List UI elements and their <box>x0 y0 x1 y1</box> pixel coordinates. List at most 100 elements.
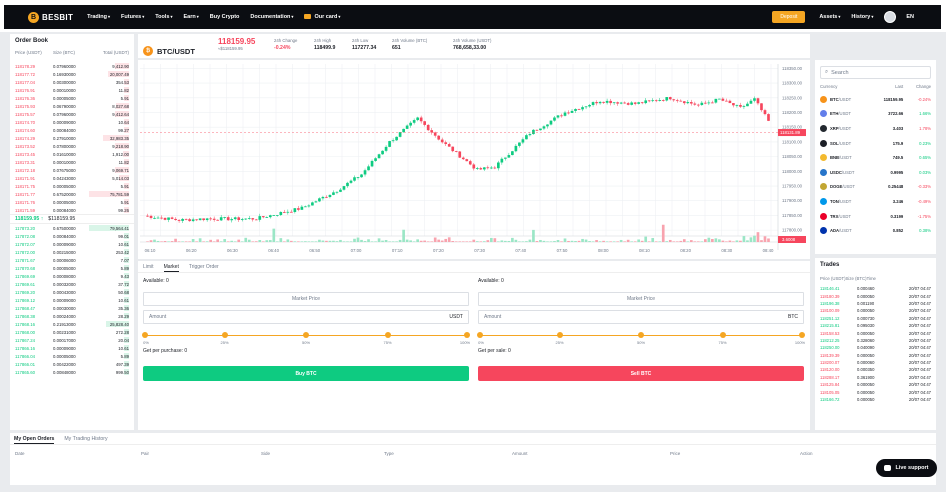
bid-row[interactable]: 117866.16 0.00009000 10.61 <box>10 344 134 352</box>
slider-stop[interactable] <box>142 332 148 338</box>
tab-market[interactable]: Market <box>163 264 179 272</box>
market-row[interactable]: ETH/USDT 3722.66 1.66% <box>815 107 936 122</box>
slider-stop[interactable] <box>799 332 805 338</box>
ask-row[interactable]: 118171.91 0.04243000 5,014.03 <box>10 174 134 182</box>
market-row[interactable]: ADA/USDT 0.852 0.38% <box>815 223 936 238</box>
slider-stop[interactable] <box>638 332 644 338</box>
bid-row[interactable]: 117873.20 0.67500000 79,564.41 <box>10 224 134 232</box>
sell-btc-button[interactable]: Sell BTC <box>478 366 804 381</box>
language-selector[interactable]: EN <box>906 14 914 20</box>
sell-percent-slider[interactable]: 0% 25% 50% 75% 100% <box>477 326 805 346</box>
candle-body <box>444 142 448 145</box>
ask-row[interactable]: 118174.70 0.00009000 10.64 <box>10 118 134 126</box>
candle-body <box>514 145 518 152</box>
market-row[interactable]: USDC/USDT 0.9995 0.03% <box>815 165 936 180</box>
price-chart[interactable]: 118350.00 118300.00 118250.00 118200.00 1181… <box>138 60 810 259</box>
candle-body <box>658 100 662 101</box>
nav-assets[interactable]: Assets▾ <box>819 14 841 20</box>
bid-row[interactable]: 117865.60 0.00848000 999.50 <box>10 368 134 376</box>
slider-stop[interactable] <box>719 332 726 338</box>
cell: 0.000050 <box>857 330 875 336</box>
buy-btc-button[interactable]: Buy BTC <box>143 366 469 381</box>
bid-row[interactable]: 117869.69 0.00008000 9.43 <box>10 272 134 280</box>
bid-row[interactable]: 117866.04 0.00005000 5.89 <box>10 352 134 360</box>
ask-row[interactable]: 118177.04 0.00300000 354.53 <box>10 78 134 86</box>
brand-logo[interactable]: B BESBIT <box>28 11 73 23</box>
nav-our-card[interactable]: Our card▾ <box>304 14 340 20</box>
ask-row[interactable]: 118171.59 0.00084000 99.26 <box>10 206 134 214</box>
ask-row[interactable]: 118174.29 0.27910000 32,983.35 <box>10 134 134 142</box>
sell-amount-input[interactable]: Amount BTC <box>478 310 804 324</box>
tab-my-open-orders[interactable]: My Open Orders <box>14 433 55 444</box>
nav-futures[interactable]: Futures▾ <box>121 14 145 20</box>
order-book-panel: Order Book Price (USDT) Size (BTC) Total… <box>10 34 134 430</box>
candle-body <box>682 101 686 104</box>
bid-row[interactable]: 117869.12 0.00009000 10.61 <box>10 296 134 304</box>
bid-row[interactable]: 117869.20 0.00043000 50.68 <box>10 288 134 296</box>
nav-trading[interactable]: Trading▾ <box>87 14 111 20</box>
bid-row[interactable]: 117868.00 0.00231000 272.28 <box>10 328 134 336</box>
market-row[interactable]: SOL/USDT 175.9 0.23% <box>815 136 936 151</box>
market-row[interactable]: BNB/USDT 749.5 0.65% <box>815 150 936 165</box>
bid-row[interactable]: 117870.68 0.00005000 5.89 <box>10 264 134 272</box>
ask-row[interactable]: 118175.93 0.06790000 8,027.68 <box>10 102 134 110</box>
ask-row[interactable]: 118173.31 0.00010000 11.82 <box>10 158 134 166</box>
tab-limit[interactable]: Limit <box>143 264 154 270</box>
ask-row[interactable]: 118171.76 0.00005000 5.91 <box>10 198 134 206</box>
ask-row[interactable]: 118175.57 0.07960000 9,412.64 <box>10 110 134 118</box>
slider-stop[interactable] <box>221 332 228 338</box>
bid-row[interactable]: 117872.00 0.00215000 253.42 <box>10 248 134 256</box>
ask-row[interactable]: 118176.36 0.00005000 5.91 <box>10 94 134 102</box>
tab-my-trading-history[interactable]: My Trading History <box>64 436 108 442</box>
slider-stop[interactable] <box>303 332 309 338</box>
buy-percent-slider[interactable]: 0% 25% 50% 75% 100% <box>142 326 470 346</box>
deposit-button[interactable]: Deposit <box>772 11 806 23</box>
ask-row[interactable]: 118178.29 0.07960000 9,412.90 <box>10 62 134 70</box>
buy-amount-input[interactable]: Amount USDT <box>143 310 469 324</box>
avatar[interactable] <box>884 11 897 23</box>
xrp-icon <box>820 124 827 132</box>
y-tick-label: 118200.00 <box>782 110 803 115</box>
bid-row[interactable]: 117872.07 0.00009000 10.61 <box>10 240 134 248</box>
candlestick-chart[interactable]: 118350.00 118300.00 118250.00 118200.00 1181… <box>138 60 810 259</box>
bid-row[interactable]: 117866.01 0.00422000 497.39 <box>10 360 134 368</box>
nav-buy-crypto[interactable]: Buy Crypto <box>209 14 240 20</box>
ask-row[interactable]: 118176.91 0.00010000 11.82 <box>10 86 134 94</box>
bid-row[interactable]: 117871.67 0.00006000 7.07 <box>10 256 134 264</box>
volume-bar <box>339 239 342 242</box>
ask-row[interactable]: 118172.18 0.07675000 9,069.71 <box>10 166 134 174</box>
slider-stop[interactable] <box>556 332 563 338</box>
ask-row[interactable]: 118173.45 0.01610000 1,912.00 <box>10 150 134 158</box>
market-row[interactable]: TRX/USDT 0.3199 -1.75% <box>815 209 936 224</box>
ask-row[interactable]: 118174.60 0.00084000 99.27 <box>10 126 134 134</box>
cell: 117869.20 <box>15 289 35 295</box>
slider-stop[interactable] <box>464 332 470 338</box>
bid-row[interactable]: 117872.08 0.00084000 99.01 <box>10 232 134 240</box>
nav-earn[interactable]: Earn▾ <box>183 14 199 20</box>
nav-tools[interactable]: Tools▾ <box>155 14 173 20</box>
nav-documentation[interactable]: Documentation▾ <box>250 14 294 20</box>
market-row[interactable]: DOGE/USDT 0.25448 -0.33% <box>815 180 936 195</box>
market-row[interactable]: BTC/USDT 118159.95 -0.24% <box>815 92 936 107</box>
ask-row[interactable]: 118171.75 0.00005000 5.91 <box>10 182 134 190</box>
bid-row[interactable]: 117868.47 0.00030000 35.36 <box>10 304 134 312</box>
symbol-selector[interactable]: ₿ BTC/USDT <box>143 39 195 63</box>
bid-row[interactable]: 117867.24 0.00017000 20.04 <box>10 336 134 344</box>
ask-row[interactable]: 118177.72 0.16930000 20,007.49 <box>10 70 134 78</box>
nav-history[interactable]: History▾ <box>851 14 874 20</box>
slider-stop[interactable] <box>477 332 483 338</box>
ask-row[interactable]: 118173.52 0.07800000 9,218.90 <box>10 142 134 150</box>
cell: 0.00300000 <box>53 79 76 85</box>
tab-trigger-order[interactable]: Trigger Order <box>188 264 219 270</box>
slider-stop[interactable] <box>384 332 391 338</box>
market-row[interactable]: TON/USDT 3.246 -0.49% <box>815 194 936 209</box>
bid-row[interactable]: 117869.61 0.00032000 37.72 <box>10 280 134 288</box>
ask-row[interactable]: 118171.77 0.67520000 75,781.59 <box>10 190 134 198</box>
live-support-button[interactable]: Live support <box>876 459 937 477</box>
market-price-field: Market Price <box>478 292 804 306</box>
bid-row[interactable]: 117868.38 0.00024000 28.29 <box>10 312 134 320</box>
bid-row[interactable]: 117868.16 0.21913000 25,828.40 <box>10 320 134 328</box>
market-row[interactable]: XRP/USDT 3.403 1.78% <box>815 121 936 136</box>
volume-bar <box>195 241 198 242</box>
market-search-input[interactable]: ⌕ Search <box>820 66 931 79</box>
